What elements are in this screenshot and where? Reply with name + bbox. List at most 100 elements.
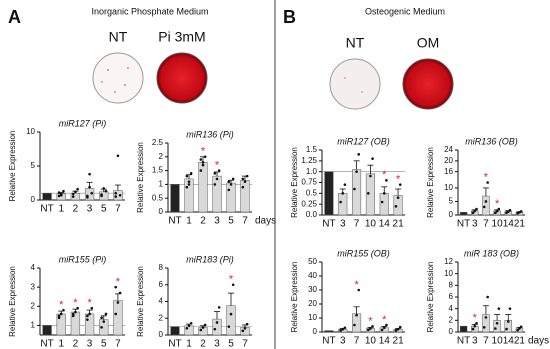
- x-tick-label: 10: [365, 219, 377, 230]
- data-point: [203, 323, 207, 327]
- y-tick-label: 10: [26, 127, 35, 136]
- data-point: [382, 326, 386, 330]
- y-tick-label: 20: [308, 299, 317, 308]
- y-axis-label: Relative Expression: [8, 266, 17, 337]
- x-tick-label: 3: [214, 339, 220, 349]
- bar: [352, 313, 362, 333]
- data-point: [482, 205, 486, 209]
- dish: [402, 58, 454, 110]
- x-tick-label: 1: [186, 216, 192, 227]
- y-tick-label: 0: [449, 210, 454, 219]
- chart-title: miR155 (OB): [337, 248, 390, 258]
- significance-mark: *: [87, 297, 92, 309]
- y-tick-label: 10: [444, 269, 453, 278]
- data-point: [227, 180, 231, 183]
- significance-mark: *: [116, 276, 121, 288]
- x-tick-label: NT: [322, 336, 335, 347]
- y-tick-label: 0: [31, 195, 36, 204]
- x-tick-label: NT: [168, 216, 181, 227]
- data-point: [231, 177, 235, 181]
- data-point: [217, 306, 221, 309]
- bar: [379, 193, 389, 216]
- bar: [338, 193, 348, 216]
- x-tick-label: 10: [492, 336, 504, 347]
- data-point: [62, 308, 65, 312]
- data-point: [357, 153, 361, 156]
- x-tick-label: NT: [322, 219, 335, 230]
- bar: [42, 192, 52, 201]
- data-point: [369, 327, 372, 330]
- data-point: [57, 194, 61, 198]
- chart-title: miR183 (Pi): [186, 254, 234, 264]
- data-point: [475, 321, 478, 325]
- x-tick-label: 21: [514, 219, 526, 230]
- data-point: [114, 285, 118, 289]
- data-point: [74, 310, 77, 314]
- data-point: [341, 327, 345, 331]
- data-point: [471, 327, 475, 331]
- bar: [226, 305, 236, 336]
- data-point: [189, 172, 193, 175]
- data-point: [385, 323, 388, 327]
- data-point: [100, 316, 103, 320]
- data-point: [398, 183, 402, 186]
- x-tick-label: 3: [340, 336, 346, 347]
- bar: [170, 184, 180, 213]
- y-axis-label: Relative Expression: [426, 262, 435, 333]
- y-tick-label: 1.5: [306, 145, 318, 154]
- x-tick-label: NT: [40, 339, 53, 349]
- data-point: [475, 207, 478, 211]
- data-point: [185, 327, 189, 330]
- x-tick-label: 3: [472, 219, 478, 230]
- data-point: [380, 200, 384, 204]
- data-point: [215, 177, 219, 181]
- data-point: [371, 157, 374, 160]
- x-tick-label: NT: [168, 339, 181, 349]
- y-tick-label: 8: [159, 263, 164, 272]
- data-point: [62, 189, 65, 193]
- data-point: [100, 326, 103, 329]
- x-tick-label: 14: [379, 219, 391, 230]
- data-point: [71, 195, 75, 198]
- panel-title: Osteogenic Medium: [365, 6, 445, 16]
- data-point: [215, 321, 219, 324]
- data-point: [497, 207, 501, 211]
- y-tick-label: 50: [308, 257, 317, 266]
- data-point: [213, 183, 217, 186]
- y-tick-label: 40: [308, 271, 317, 280]
- data-point: [497, 307, 501, 310]
- y-tick-label: 2: [449, 315, 454, 324]
- x-tick-label: 2: [200, 339, 206, 349]
- data-point: [71, 314, 75, 318]
- data-point: [203, 155, 207, 159]
- data-point: [118, 291, 122, 295]
- chart-title: miR127 (Pi): [59, 118, 107, 128]
- data-point: [396, 196, 400, 199]
- data-point: [508, 307, 512, 310]
- data-point: [114, 312, 118, 316]
- data-point: [187, 180, 191, 183]
- x-tick-label: 3: [340, 219, 346, 230]
- x-tick-label: 7: [242, 339, 248, 349]
- data-point: [394, 329, 398, 332]
- y-tick-label: 0.5: [152, 193, 164, 202]
- x-tick-label: 5: [228, 339, 234, 349]
- data-point: [102, 320, 106, 323]
- data-point: [227, 188, 231, 192]
- significance-mark: *: [484, 171, 489, 183]
- chart-title: miR136 (Pi): [186, 129, 234, 139]
- data-point: [486, 295, 489, 299]
- data-point: [385, 179, 388, 182]
- y-axis-label: Relative Expression: [290, 147, 299, 218]
- data-point: [229, 183, 233, 186]
- data-point: [484, 200, 488, 203]
- y-tick-label: 0.25: [301, 199, 317, 208]
- x-tick-label: 2: [73, 204, 79, 215]
- significance-mark: *: [382, 169, 387, 181]
- x-tick-label: 21: [514, 336, 526, 347]
- data-point: [353, 323, 356, 327]
- bar: [84, 313, 95, 336]
- y-tick-label: 0.5: [306, 188, 318, 197]
- dish: [329, 58, 381, 110]
- data-point: [339, 200, 342, 204]
